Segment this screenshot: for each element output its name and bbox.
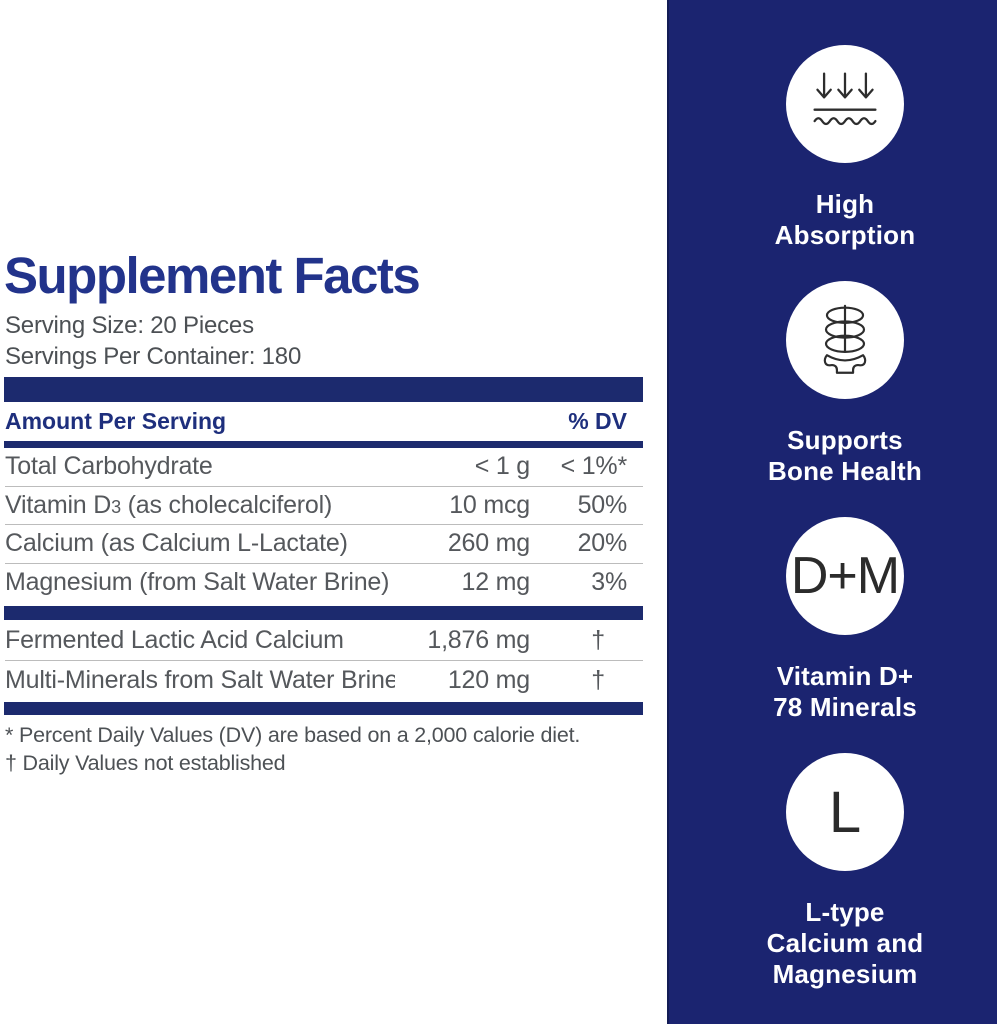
nutrient-amount: 1,876 mg	[427, 625, 530, 654]
benefit-l-type: L L-type Calcium and Magnesium	[681, 753, 997, 990]
nutrient-name: Vitamin D3 (as cholecalciferol)	[5, 490, 333, 519]
nutrient-rows-group-2: Fermented Lactic Acid Calcium 1,876 mg †…	[5, 621, 643, 700]
nutrient-amount: 10 mcg	[449, 490, 530, 519]
footnote-dagger: † Daily Values not established	[5, 751, 286, 775]
nutrient-name: Fermented Lactic Acid Calcium	[5, 625, 344, 654]
table-row: Calcium (as Calcium L-Lactate) 260 mg 20…	[5, 525, 643, 564]
supplement-facts-panel: Supplement Facts Serving Size: 20 Pieces…	[4, 0, 643, 1024]
footnote-dv: * Percent Daily Values (DV) are based on…	[5, 723, 581, 747]
thick-rule	[4, 441, 643, 448]
table-row: Vitamin D3 (as cholecalciferol) 10 mcg 5…	[5, 487, 643, 525]
divider-bar-bottom	[4, 702, 643, 715]
dm-monogram-text: D+M	[790, 547, 900, 605]
percent-dv-header: % DV	[568, 408, 627, 434]
serving-size-text: Serving Size: 20 Pieces	[5, 312, 254, 339]
nutrient-dv: 50%	[577, 490, 628, 519]
nutrient-dv-dagger: †	[591, 625, 605, 654]
l-monogram-icon: L	[786, 753, 904, 871]
nutrient-amount: 260 mg	[447, 529, 530, 558]
nutrient-dv: < 1%*	[560, 452, 628, 481]
divider-bar-top	[4, 377, 643, 402]
table-header-row: Amount Per Serving % DV	[5, 403, 643, 440]
dm-monogram-icon: D+M	[786, 517, 904, 635]
nutrient-amount: 120 mg	[447, 665, 530, 694]
table-row: Fermented Lactic Acid Calcium 1,876 mg †	[5, 621, 643, 661]
benefit-label: Supports Bone Health	[768, 425, 922, 486]
nutrient-amount: < 1 g	[474, 452, 531, 481]
table-row: Magnesium (from Salt Water Brine) 12 mg …	[5, 564, 643, 603]
benefit-label: High Absorption	[774, 189, 916, 250]
nutrient-dv: 20%	[577, 529, 628, 558]
panel-title: Supplement Facts	[4, 247, 421, 304]
divider-bar-middle	[4, 606, 643, 620]
amount-per-serving-header: Amount Per Serving	[5, 408, 227, 434]
servings-per-container-text: Servings Per Container: 180	[5, 343, 302, 370]
absorption-arrows-icon	[786, 45, 904, 163]
nutrient-name: Total Carbohydrate	[5, 452, 213, 481]
nutrient-name: Calcium (as Calcium L-Lactate)	[5, 529, 348, 558]
nutrient-name: Magnesium (from Salt Water Brine)	[5, 568, 390, 597]
l-monogram-text: L	[828, 779, 862, 845]
benefit-label: L-type Calcium and Magnesium	[766, 897, 924, 989]
nutrient-dv: 3%	[591, 568, 627, 597]
nutrient-name: Multi-Minerals from Salt Water Brine	[5, 665, 395, 694]
table-row: Total Carbohydrate < 1 g < 1%*	[5, 448, 643, 487]
nutrient-rows-group-1: Total Carbohydrate < 1 g < 1%* Vitamin D…	[5, 448, 643, 602]
spine-icon	[786, 281, 904, 399]
benefit-vitamin-d-minerals: D+M Vitamin D+ 78 Minerals	[681, 517, 997, 723]
benefits-panel: High Absorption Supports Bone Health D+M…	[667, 0, 997, 1024]
benefit-bone-health: Supports Bone Health	[681, 281, 997, 487]
benefit-high-absorption: High Absorption	[681, 45, 997, 251]
benefit-label: Vitamin D+ 78 Minerals	[773, 661, 917, 722]
table-row: Multi-Minerals from Salt Water Brine 120…	[5, 661, 643, 701]
nutrient-amount: 12 mg	[461, 568, 531, 597]
nutrient-dv-dagger: †	[591, 665, 605, 694]
